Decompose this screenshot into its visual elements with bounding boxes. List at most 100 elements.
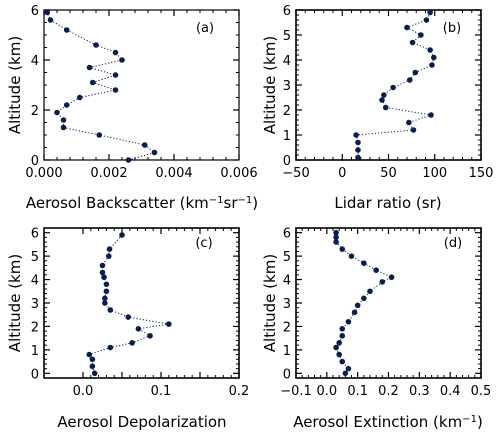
data-point <box>107 307 114 313</box>
data-point <box>431 54 437 61</box>
x-tick-label: 0.1 <box>151 384 172 399</box>
y-tick-label: 5 <box>283 29 291 44</box>
panel-tag: (a) <box>196 21 214 36</box>
y-tick-label: 2 <box>31 104 39 119</box>
x-axis-label: Aerosol Depolarization <box>57 413 226 431</box>
x-tick-label: 0.4 <box>440 384 461 399</box>
series-line <box>46 12 156 161</box>
data-point <box>76 94 83 101</box>
x-axis-label: Aerosol Backscatter (km−1sr−1) <box>26 194 258 212</box>
data-point <box>336 351 342 358</box>
y-tick-label: 6 <box>31 4 39 19</box>
data-point <box>44 9 51 16</box>
data-point <box>105 253 112 259</box>
data-point <box>166 321 172 327</box>
x-axis-label: Aerosol Extinction (km−1) <box>293 413 483 431</box>
y-axis-label: Altitude (km) <box>261 36 279 134</box>
data-point <box>379 97 385 103</box>
data-point <box>355 147 361 153</box>
data-point <box>404 24 410 31</box>
series-line <box>335 232 393 374</box>
y-tick-label: 2 <box>283 104 291 119</box>
data-point <box>333 239 339 245</box>
y-tick-label: 5 <box>283 250 291 265</box>
x-axis-label: Lidar ratio (sr) <box>334 194 441 212</box>
panel-d: −0.1 0.0 0.1 0.2 0.3 0.4 0.5 0 1 2 3 4 5 6 (d) Aerosol … <box>261 227 491 431</box>
data-point <box>409 39 416 46</box>
y-tick-label: 6 <box>31 227 39 242</box>
y-tick-label: 5 <box>31 250 39 265</box>
data-point <box>410 127 417 133</box>
data-point <box>96 132 103 138</box>
data-point <box>89 363 96 370</box>
data-point <box>342 370 349 377</box>
data-point <box>112 49 119 56</box>
y-tick-label: 0 <box>283 367 291 382</box>
y-axis-label: Altitude (km) <box>6 36 24 134</box>
x-tick-label: 0.002 <box>90 166 127 181</box>
data-point <box>86 64 93 71</box>
x-tick-label: 0.3 <box>409 384 430 399</box>
data-point <box>63 27 70 33</box>
data-point <box>382 104 389 111</box>
data-point <box>135 325 142 332</box>
data-point <box>60 124 67 131</box>
y-tick-label: 4 <box>31 54 39 69</box>
x-tick-label: 100 <box>422 166 447 181</box>
data-point <box>427 9 433 16</box>
y-tick-label: 6 <box>283 227 291 242</box>
data-point <box>89 356 96 363</box>
data-point <box>147 333 153 339</box>
data-point <box>418 32 424 38</box>
y-tick-label: 3 <box>31 297 39 312</box>
x-tick-label: −50 <box>282 166 309 181</box>
series-line <box>355 12 435 158</box>
data-point <box>361 295 367 302</box>
panel-a: 0.000 0.002 0.004 0.006 0 2 4 6 (a) Aerosol Backs… <box>6 4 258 212</box>
data-point <box>141 142 148 148</box>
y-tick-label: 1 <box>31 344 39 359</box>
panel-c: 0.0 0.1 0.2 0 1 2 3 4 5 6 (c) Aerosol Depolarizatio… <box>6 227 249 431</box>
data-point <box>60 117 67 123</box>
data-point <box>86 351 93 358</box>
data-point <box>354 302 361 309</box>
x-tick-label: 0.006 <box>220 166 257 181</box>
data-point <box>339 333 346 339</box>
data-point <box>381 92 387 98</box>
x-tick-label: 0.000 <box>25 166 62 181</box>
data-point <box>54 109 60 116</box>
panel-tag: (c) <box>195 236 212 251</box>
data-point <box>89 79 96 86</box>
data-point <box>406 119 412 126</box>
data-point <box>336 340 342 346</box>
x-tick-label: 0.0 <box>316 384 337 399</box>
data-point <box>423 17 430 23</box>
y-tick-label: 2 <box>283 320 291 335</box>
data-point <box>47 17 54 23</box>
data-point <box>355 154 361 161</box>
data-point <box>101 274 107 281</box>
panel-tag: (d) <box>444 236 462 251</box>
data-point <box>106 246 113 252</box>
data-point <box>102 295 108 302</box>
data-point <box>406 77 413 83</box>
data-point <box>125 314 132 320</box>
y-tick-label: 0 <box>31 367 39 382</box>
data-point <box>353 132 359 138</box>
x-tick-label: −0.1 <box>280 384 312 399</box>
data-point <box>351 309 358 316</box>
data-point <box>367 288 373 295</box>
x-tick-label: 0.0 <box>73 384 94 399</box>
y-tick-label: 0 <box>31 154 39 169</box>
y-tick-label: 1 <box>283 129 291 144</box>
y-tick-label: 2 <box>31 320 39 335</box>
data-point <box>103 281 110 288</box>
panel-tag: (b) <box>443 21 461 36</box>
x-tick-label: 0.004 <box>155 166 192 181</box>
data-point <box>428 112 434 118</box>
y-tick-label: 3 <box>283 79 291 94</box>
data-point <box>63 102 70 108</box>
data-point <box>388 274 395 281</box>
data-point <box>412 69 419 76</box>
